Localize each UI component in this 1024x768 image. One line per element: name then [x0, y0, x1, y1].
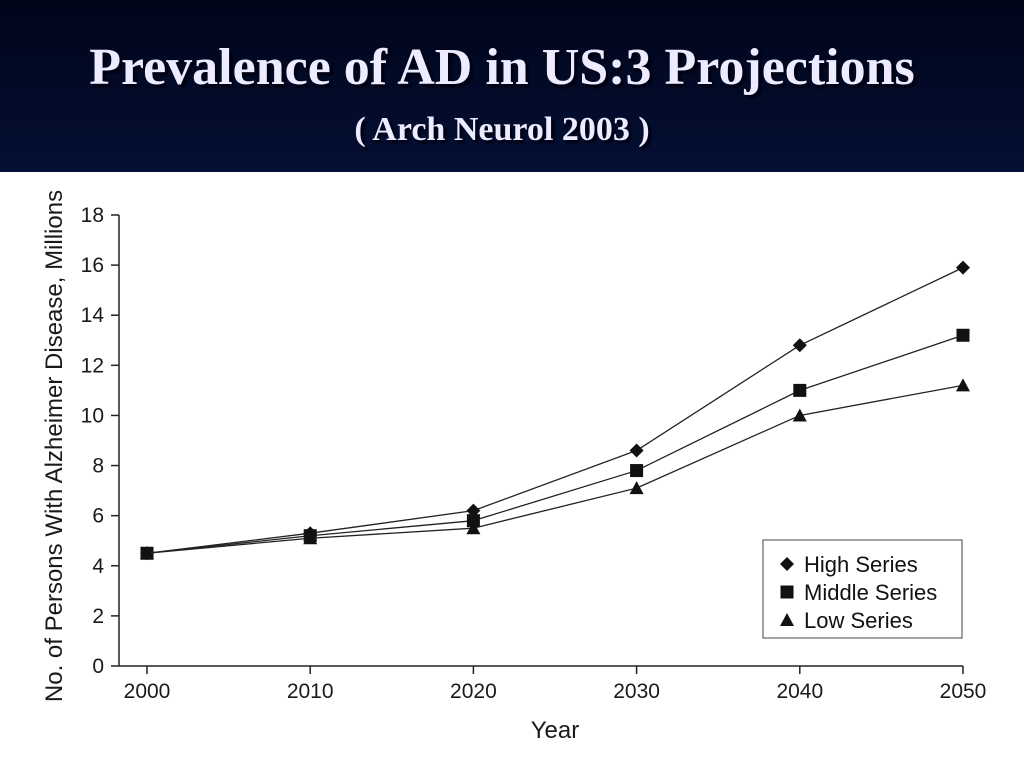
series-group: [140, 260, 970, 561]
y-tick-label: 12: [81, 354, 104, 377]
middle-series-line: [146, 334, 964, 554]
high-series-point: [629, 443, 644, 458]
low-series-point: [629, 481, 644, 495]
x-tick-label: 2010: [287, 680, 334, 703]
line-chart: 0 2 4 6 8 10 12 14 16 18 2000 2010 2020 2030 2040 2050…: [41, 190, 987, 744]
slide-subtitle: ( Arch Neurol 2003 ): [354, 111, 650, 148]
x-axis-ticks: 2000 2010 2020 2030 2040 2050: [124, 666, 987, 703]
low-series-point: [140, 546, 154, 560]
high-series-point: [792, 338, 807, 353]
middle-series-point: [630, 464, 644, 478]
y-tick-label: 2: [92, 605, 104, 628]
y-tick-label: 6: [92, 505, 104, 528]
y-tick-label: 18: [81, 204, 104, 227]
x-axis-title: Year: [531, 717, 580, 744]
high-series-point: [466, 503, 481, 518]
legend-marker-low-series: [780, 613, 794, 626]
low-series-point: [956, 378, 970, 392]
legend-label-middle-series: Middle Series: [804, 580, 937, 605]
x-tick-label: 2000: [124, 680, 171, 703]
middle-series-point: [466, 514, 480, 528]
y-axis-ticks: 0 2 4 6 8 10 12 14 16 18: [81, 204, 119, 678]
middle-series-point: [793, 383, 807, 397]
low-series-point: [466, 521, 481, 535]
x-tick-label: 2050: [940, 680, 987, 703]
slide-title: Prevalence of AD in US:3 Projections: [89, 39, 915, 96]
y-tick-label: 16: [81, 254, 104, 277]
low-series-point: [303, 531, 318, 545]
legend: High Series Middle Series Low Series: [762, 539, 963, 639]
middle-series-point: [956, 328, 970, 342]
x-tick-label: 2030: [613, 680, 660, 703]
legend-box: [762, 539, 963, 639]
y-tick-label: 8: [92, 455, 104, 478]
legend-label-high-series: High Series: [804, 552, 918, 577]
y-axis-title: No. of Persons With Alzheimer Disease, M…: [41, 190, 68, 702]
y-tick-label: 4: [92, 555, 104, 578]
y-tick-label: 0: [92, 655, 104, 678]
x-tick-label: 2040: [776, 680, 823, 703]
legend-label-low-series: Low Series: [804, 608, 913, 633]
chart-panel: 0 2 4 6 8 10 12 14 16 18 2000 2010 2020 2030 2040 2050…: [0, 172, 1024, 768]
x-tick-label: 2020: [450, 680, 497, 703]
high-series-point: [956, 260, 970, 275]
y-tick-label: 14: [81, 304, 105, 327]
low-series-point: [792, 408, 807, 422]
y-tick-label: 10: [81, 404, 104, 427]
high-series-line: [146, 267, 964, 554]
low-series-line: [146, 384, 964, 554]
legend-marker-high-series: [780, 557, 794, 571]
legend-marker-middle-series: [780, 585, 794, 599]
